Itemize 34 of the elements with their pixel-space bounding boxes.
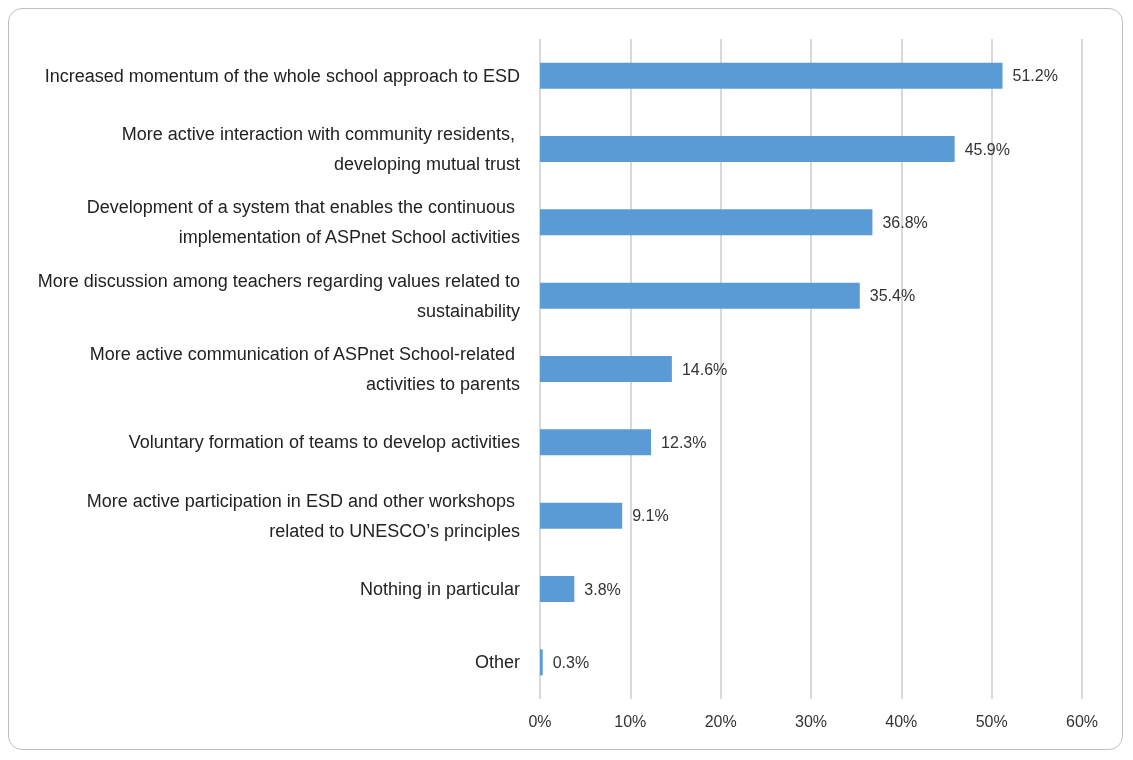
data-label: 35.4% [869, 287, 916, 305]
bar [540, 576, 575, 602]
y-tick-label: More active communication of ASPnet School-related activities to parents [89, 344, 520, 394]
data-label: 51.2% [1012, 67, 1058, 85]
y-tick-label: Nothing in particular [359, 579, 520, 599]
bar [540, 429, 652, 456]
bar [540, 649, 543, 676]
y-tick-label: Other [474, 652, 520, 673]
data-label: 9.1% [632, 507, 669, 525]
y-tick-label: Voluntary formation of teams to develop activities [128, 432, 520, 453]
bar [540, 136, 955, 162]
x-tick-label: 20% [704, 712, 737, 730]
data-label: 36.8% [882, 213, 928, 231]
data-label: 3.8% [584, 580, 621, 598]
bar [540, 502, 623, 529]
data-label: 14.6% [681, 360, 728, 378]
bar [540, 282, 860, 309]
x-tick-label: 40% [885, 712, 918, 730]
y-tick-label: Development of a system that enables the continuous implementation of ASPnet School activities [86, 197, 520, 248]
bar [540, 209, 873, 236]
x-tick-label: 50% [975, 712, 1008, 730]
x-tick-label: 10% [614, 712, 647, 730]
bar [540, 356, 672, 382]
x-tick-label: 30% [794, 712, 828, 730]
y-tick-label: More active participation in ESD and other workshops related to UNESCO’s principles [86, 490, 520, 541]
data-label: 0.3% [552, 653, 590, 671]
data-label: 12.3% [661, 433, 707, 451]
x-tick-label: 0% [528, 712, 552, 730]
y-tick-label: Increased momentum of the whole school approach to ESD [44, 65, 520, 86]
y-tick-label: More active interaction with community residents, developing mutual trust [121, 124, 520, 174]
x-tick-label: 60% [1065, 712, 1099, 730]
data-label: 45.9% [964, 140, 1011, 158]
bar [540, 62, 1003, 89]
y-tick-label: More discussion among teachers regarding values related to sustainability [37, 270, 520, 321]
